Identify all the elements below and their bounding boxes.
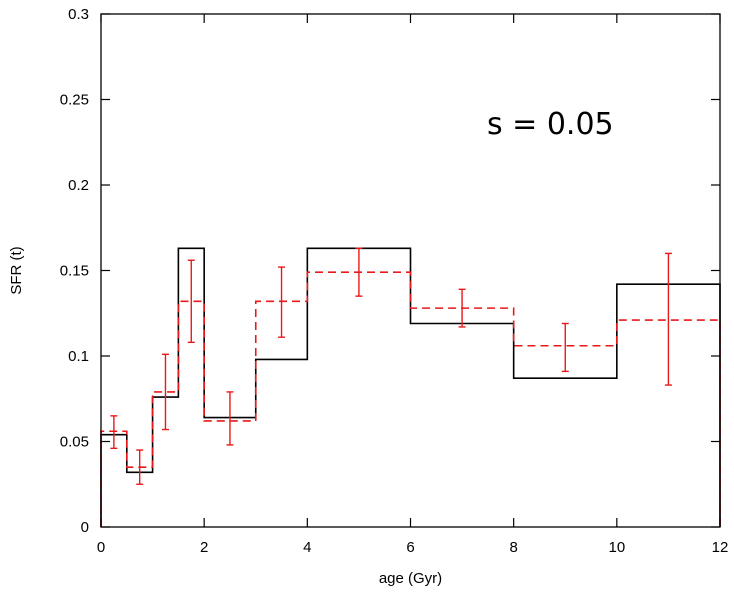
x-tick-label: 8 (509, 539, 517, 556)
error-bar-6 (355, 247, 363, 297)
y-tick-label: 0.05 (60, 434, 89, 451)
error-bar-0 (110, 415, 118, 450)
x-tick-label: 4 (303, 539, 311, 556)
error-bar-9 (664, 252, 672, 386)
x-tick-label: 0 (97, 539, 105, 556)
error-bar-4 (226, 391, 234, 446)
s-value-annotation: s = 0.05 (487, 107, 614, 142)
x-axis-label: age (Gyr) (379, 570, 442, 587)
ticks-layer: 0 2 4 6 8 10 12 0 0.05 0.1 0.15 0.2 0.25 0.3 (60, 6, 729, 556)
x-tick-label: 6 (406, 539, 414, 556)
error-bar-7 (458, 288, 466, 328)
y-tick-label: 0.15 (60, 263, 89, 280)
error-bar-2 (161, 353, 169, 431)
series-0-histogram (100, 247, 721, 527)
plot-layer (100, 247, 721, 527)
error-bar-8 (561, 322, 569, 373)
y-axis-label: SFR (t) (8, 246, 25, 294)
y-tick-label: 0 (81, 519, 89, 536)
error-bar-3 (187, 259, 195, 344)
error-bar-1 (136, 449, 144, 485)
x-tick-label: 10 (608, 539, 625, 556)
x-tick-label: 12 (712, 539, 729, 556)
y-tick-label: 0.1 (68, 348, 89, 365)
y-tick-label: 0.2 (68, 177, 89, 194)
y-tick-label: 0.3 (68, 6, 89, 23)
error-bar-5 (278, 266, 286, 338)
y-tick-label: 0.25 (60, 92, 89, 109)
x-tick-label: 2 (200, 539, 208, 556)
